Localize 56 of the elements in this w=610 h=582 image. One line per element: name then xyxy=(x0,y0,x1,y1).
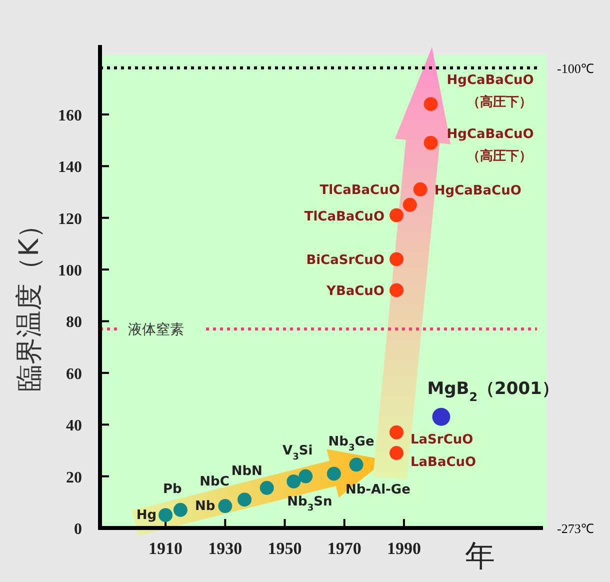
point xyxy=(390,252,404,266)
point xyxy=(424,97,438,112)
x-axis-title: 年 xyxy=(465,539,495,574)
annotation: Nb xyxy=(194,499,216,514)
point xyxy=(390,446,404,460)
annotation: HgCaBaCuO（高圧下） xyxy=(446,73,534,110)
y-tick-label: 100 xyxy=(58,262,82,280)
annotation: NbC xyxy=(200,474,230,490)
annotation: HgCaBaCuO xyxy=(434,183,522,198)
annotation: Nb$_{3}$Sn xyxy=(287,494,332,514)
x-tick-label: 1930 xyxy=(208,539,242,558)
point xyxy=(349,458,364,472)
point xyxy=(390,425,404,440)
y-tick-label: 0 xyxy=(74,521,82,538)
point xyxy=(390,208,404,222)
point xyxy=(298,469,313,484)
point xyxy=(326,466,341,481)
annotation: HgCaBaCuO（高圧下） xyxy=(446,126,534,164)
y-axis-title: 臨界温度（K） xyxy=(14,212,45,392)
point xyxy=(286,474,301,488)
annotation: TlCaBaCuO xyxy=(304,209,384,224)
x-tick-label: 1950 xyxy=(268,539,302,558)
y-tick-label: 140 xyxy=(58,159,82,176)
annotation: TlCaBaCuO xyxy=(320,182,400,198)
y-tick-label: 40 xyxy=(66,418,82,435)
annotation: -273℃ xyxy=(557,521,594,536)
y-tick-label: 120 xyxy=(58,210,82,228)
annotation: MgB$_{2}$（2001） xyxy=(427,378,559,404)
annotation: YBaCuO xyxy=(326,284,384,300)
y-tick-label: 80 xyxy=(66,314,82,332)
x-tick-label: 1910 xyxy=(148,539,183,558)
y-tick-label: 160 xyxy=(58,107,82,124)
annotation: LaBaCuO xyxy=(410,455,476,470)
point xyxy=(424,136,438,150)
point xyxy=(260,480,274,495)
annotation: NbN xyxy=(231,464,262,479)
point xyxy=(218,499,232,514)
y-tick-label: 60 xyxy=(66,366,82,383)
point xyxy=(173,502,188,517)
x-tick-label: 1970 xyxy=(327,539,362,558)
point xyxy=(238,492,252,507)
annotation: Nb$_{3}$Ge xyxy=(328,434,374,454)
ref-line-label: 液体窒素 xyxy=(128,322,184,338)
annotation: Nb-Al-Ge xyxy=(345,482,410,498)
point xyxy=(390,283,404,298)
annotation: LaSrCuO xyxy=(410,432,474,448)
annotation: Hg xyxy=(136,508,157,524)
y-tick-label: 20 xyxy=(66,469,82,486)
annotation: V$_{3}$Si xyxy=(282,443,313,462)
x-tick-label: 1990 xyxy=(386,539,421,558)
point xyxy=(413,182,428,196)
annotation: BiCaSrCuO xyxy=(306,253,384,268)
point xyxy=(158,508,173,522)
ref-line-label: -100℃ xyxy=(557,60,594,76)
annotation: Pb xyxy=(163,482,182,497)
point xyxy=(402,198,417,212)
